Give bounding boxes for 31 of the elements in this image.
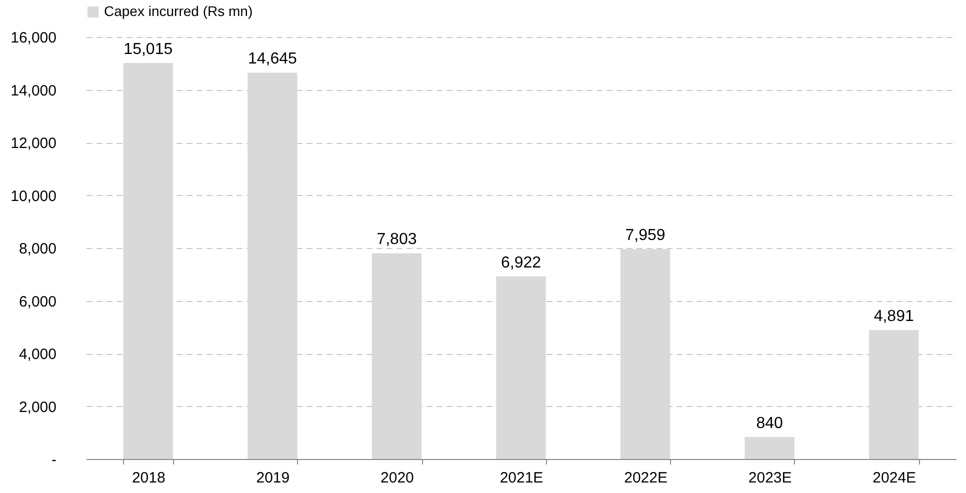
x-tick-label: 2023E [748, 470, 792, 486]
x-tick-label: 2020 [380, 470, 414, 486]
y-tick-label: 4,000 [18, 346, 56, 363]
bar [123, 62, 173, 459]
x-tick-label: 2018 [132, 470, 166, 486]
legend-label: Capex incurred (Rs mn) [104, 3, 253, 19]
y-tick-label: 16,000 [10, 30, 56, 46]
bar [869, 330, 919, 459]
y-tick-label: 10,000 [10, 188, 56, 205]
bar [372, 253, 422, 459]
data-label: 7,959 [625, 227, 666, 244]
x-tick-label: 2019 [256, 470, 290, 486]
bar [744, 436, 794, 459]
data-label: 4,891 [874, 308, 914, 325]
y-tick-label: 6,000 [18, 293, 56, 310]
data-label: 14,645 [248, 50, 297, 68]
y-tick-label: 2,000 [18, 398, 56, 416]
y-tick-label: 8,000 [18, 240, 56, 258]
x-tick-label: 2024E [872, 470, 916, 486]
bar [496, 276, 546, 459]
data-label: 840 [756, 414, 784, 432]
y-tick-label: 14,000 [10, 82, 56, 100]
bar [620, 249, 670, 459]
x-tick-label: 2021E [500, 470, 544, 486]
data-label: 7,803 [376, 231, 417, 248]
bar [248, 72, 298, 459]
y-tick-label: 12,000 [10, 135, 56, 152]
y-tick-label: - [52, 452, 56, 468]
data-label: 6,922 [500, 254, 542, 272]
x-tick-label: 2022E [624, 470, 668, 486]
data-label: 15,015 [124, 40, 173, 58]
